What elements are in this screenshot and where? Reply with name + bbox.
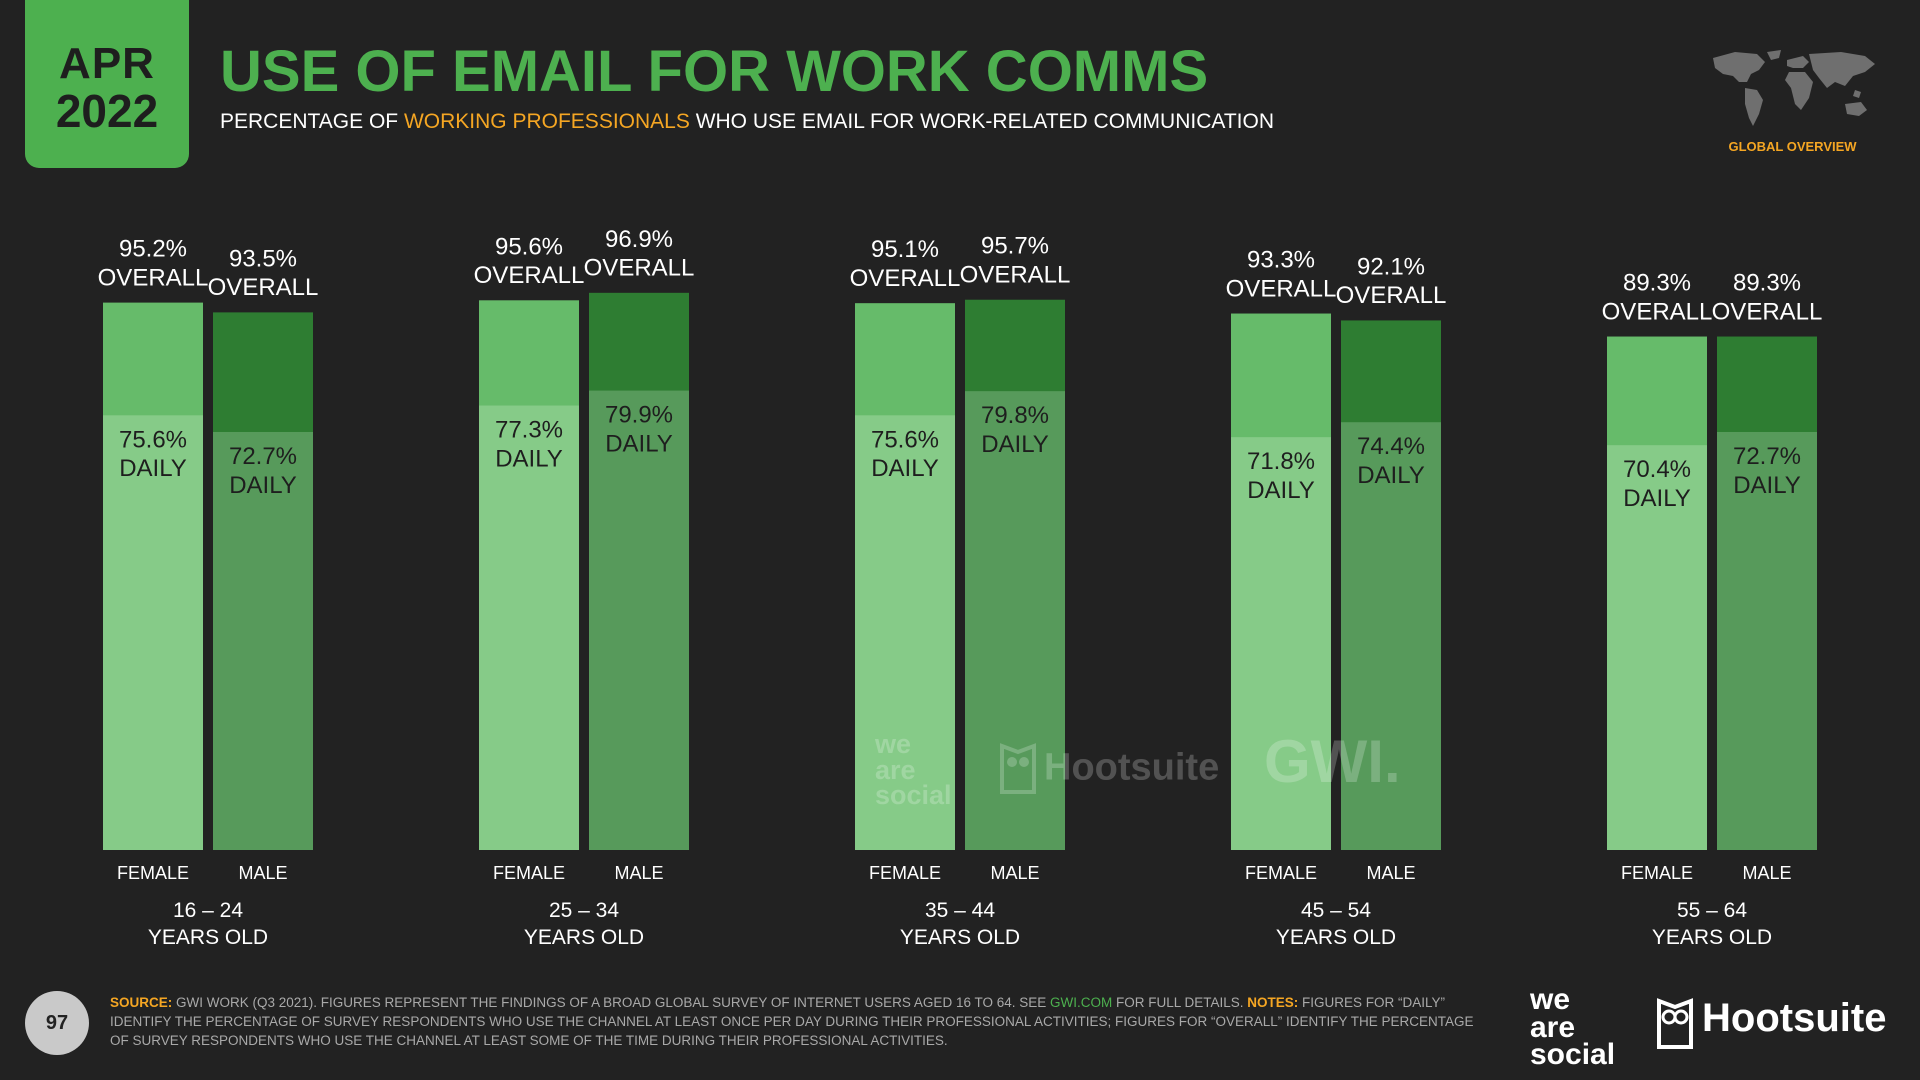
world-map-icon	[1713, 50, 1875, 126]
gender-label-male-1: MALE	[614, 863, 663, 883]
age-group-suffix-2: YEARS OLD	[900, 926, 1020, 949]
overall-label-male-1: 96.9% OVERALL	[584, 226, 695, 282]
gender-label-female-3: FEMALE	[1245, 863, 1317, 883]
owl-icon	[1000, 743, 1036, 794]
bar-daily-female-1	[479, 405, 579, 850]
source-after: FOR FULL DETAILS.	[1112, 995, 1248, 1010]
hootsuite-watermark: Hootsuite	[998, 740, 1219, 796]
bar-daily-female-0	[103, 415, 203, 850]
page-title: USE OF EMAIL FOR WORK COMMS	[220, 39, 1209, 104]
bar-daily-female-2	[855, 415, 955, 850]
age-group-label-1: 25 – 34	[549, 899, 619, 922]
bar-daily-male-0	[213, 431, 313, 850]
gender-label-female-4: FEMALE	[1621, 863, 1693, 883]
bar-daily-female-3	[1231, 437, 1331, 850]
overall-label-male-0: 93.5% OVERALL	[208, 245, 319, 301]
daily-label-male-4: 72.7% DAILY	[1733, 443, 1801, 499]
footnote: SOURCE: GWI WORK (Q3 2021). FIGURES REPR…	[110, 993, 1490, 1050]
age-group-label-3: 45 – 54	[1301, 899, 1371, 922]
overall-label-female-1: 95.6% OVERALL	[474, 233, 585, 289]
we-are-social-watermark: we are social	[875, 729, 952, 811]
gwi-watermark: GWI.	[1264, 728, 1401, 795]
logo-social: social	[1530, 1038, 1616, 1072]
overall-label-male-4: 89.3% OVERALL	[1712, 270, 1823, 326]
daily-label-female-2: 75.6% DAILY	[871, 426, 939, 482]
daily-label-female-4: 70.4% DAILY	[1623, 456, 1691, 512]
daily-label-male-1: 79.9% DAILY	[605, 402, 673, 458]
subtitle-pre: PERCENTAGE OF	[220, 110, 404, 133]
email-usage-chart: 95.2% OVERALL 75.6% DAILY FEMALE 93.5% OVERALL…	[98, 226, 1823, 949]
bar-daily-female-4	[1607, 445, 1707, 850]
source-link[interactable]: GWI.COM	[1050, 995, 1113, 1010]
region-label: GLOBAL OVERVIEW	[1728, 139, 1857, 154]
bar-daily-male-2	[965, 391, 1065, 850]
overall-label-female-0: 95.2% OVERALL	[98, 236, 209, 292]
overall-label-male-3: 92.1% OVERALL	[1336, 253, 1447, 309]
daily-label-female-1: 77.3% DAILY	[495, 417, 563, 473]
overall-label-female-4: 89.3% OVERALL	[1602, 270, 1713, 326]
we-are-social-logo: we are social	[1530, 983, 1616, 1072]
gender-label-male-4: MALE	[1742, 863, 1791, 883]
bar-daily-male-4	[1717, 431, 1817, 850]
date-month: APR	[59, 38, 155, 88]
age-group-suffix-4: YEARS OLD	[1652, 926, 1772, 949]
gender-label-female-1: FEMALE	[493, 863, 565, 883]
age-group-label-2: 35 – 44	[925, 899, 995, 922]
subtitle-highlight: WORKING PROFESSIONALS	[403, 110, 690, 133]
daily-label-male-3: 74.4% DAILY	[1357, 433, 1425, 489]
age-group-suffix-0: YEARS OLD	[148, 926, 268, 949]
gender-label-male-0: MALE	[238, 863, 287, 883]
gender-label-female-0: FEMALE	[117, 863, 189, 883]
watermark-we: we	[875, 729, 912, 759]
daily-label-male-0: 72.7% DAILY	[229, 443, 297, 499]
overall-label-male-2: 95.7% OVERALL	[960, 233, 1071, 289]
age-group-suffix-3: YEARS OLD	[1276, 926, 1396, 949]
gender-label-male-3: MALE	[1366, 863, 1415, 883]
date-badge: APR 2022	[25, 0, 189, 168]
source-label: SOURCE:	[110, 995, 173, 1010]
bar-daily-male-1	[589, 390, 689, 850]
age-group-suffix-1: YEARS OLD	[524, 926, 644, 949]
gender-label-male-2: MALE	[990, 863, 1039, 883]
subtitle-post: WHO USE EMAIL FOR WORK-RELATED COMMUNICA…	[689, 110, 1274, 133]
daily-label-female-0: 75.6% DAILY	[119, 426, 187, 482]
page-number: 97	[25, 991, 89, 1055]
watermark-social: social	[875, 780, 952, 811]
daily-label-female-3: 71.8% DAILY	[1247, 448, 1315, 504]
daily-label-male-2: 79.8% DAILY	[981, 402, 1049, 458]
overall-label-female-2: 95.1% OVERALL	[850, 236, 961, 292]
age-group-label-0: 16 – 24	[173, 899, 243, 922]
watermark-are: are	[875, 754, 916, 785]
source-text: GWI WORK (Q3 2021). FIGURES REPRESENT TH…	[172, 995, 1050, 1010]
logo-are: are	[1530, 1010, 1576, 1044]
gender-label-female-2: FEMALE	[869, 863, 941, 883]
hootsuite-logo: Hootsuite	[1702, 996, 1887, 1040]
age-group-label-4: 55 – 64	[1677, 899, 1747, 922]
logo-we: we	[1530, 983, 1571, 1016]
notes-label: NOTES:	[1247, 995, 1299, 1010]
overall-label-female-3: 93.3% OVERALL	[1226, 247, 1337, 303]
page-subtitle: PERCENTAGE OF WORKING PROFESSIONALS WHO …	[220, 110, 1274, 134]
watermark-hootsuite-text: Hootsuite	[1044, 746, 1220, 789]
date-year: 2022	[55, 84, 159, 137]
notes-text: FIGURES FOR “DAILY” IDENTIFY THE PERCENT…	[110, 995, 1474, 1048]
bar-daily-male-3	[1341, 422, 1441, 850]
hootsuite-owl-icon	[1657, 998, 1693, 1049]
